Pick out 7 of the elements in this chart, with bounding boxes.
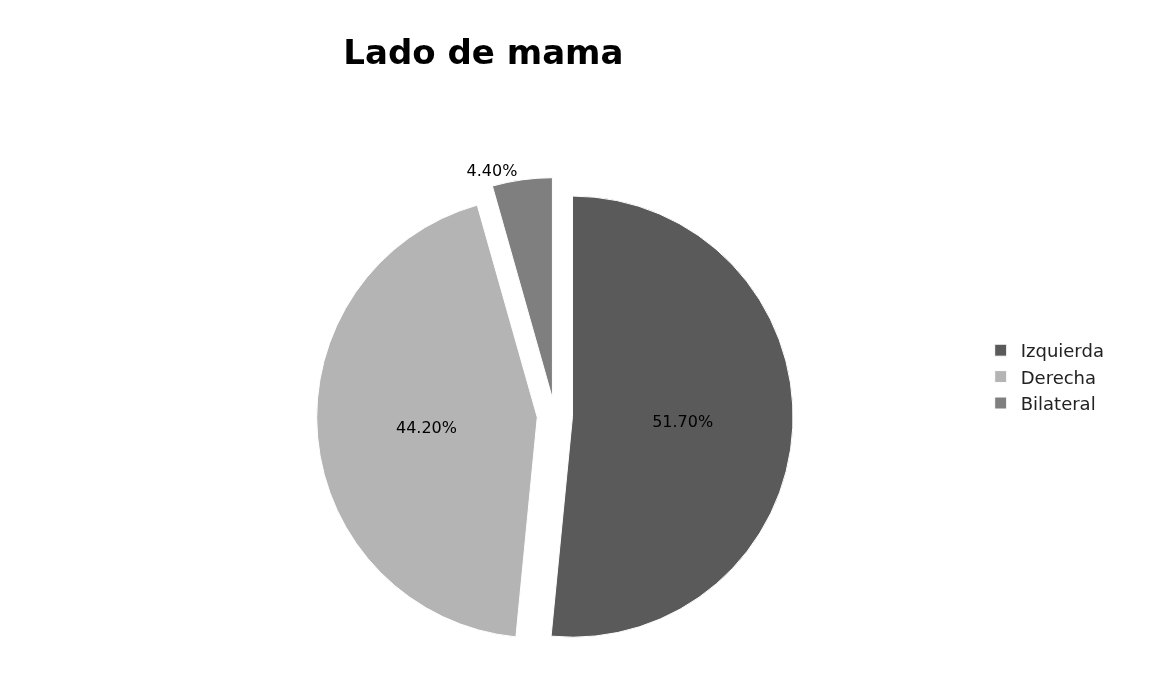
data-label: 4.40% xyxy=(466,161,518,180)
legend-label: Derecha xyxy=(1020,366,1097,388)
data-label: 44.20% xyxy=(395,417,457,437)
chart-title: Lado de mama xyxy=(343,32,624,73)
data-label: 51.70% xyxy=(652,412,714,432)
legend-label: Izquierda xyxy=(1020,340,1104,362)
legend-label: Bilateral xyxy=(1020,393,1096,415)
